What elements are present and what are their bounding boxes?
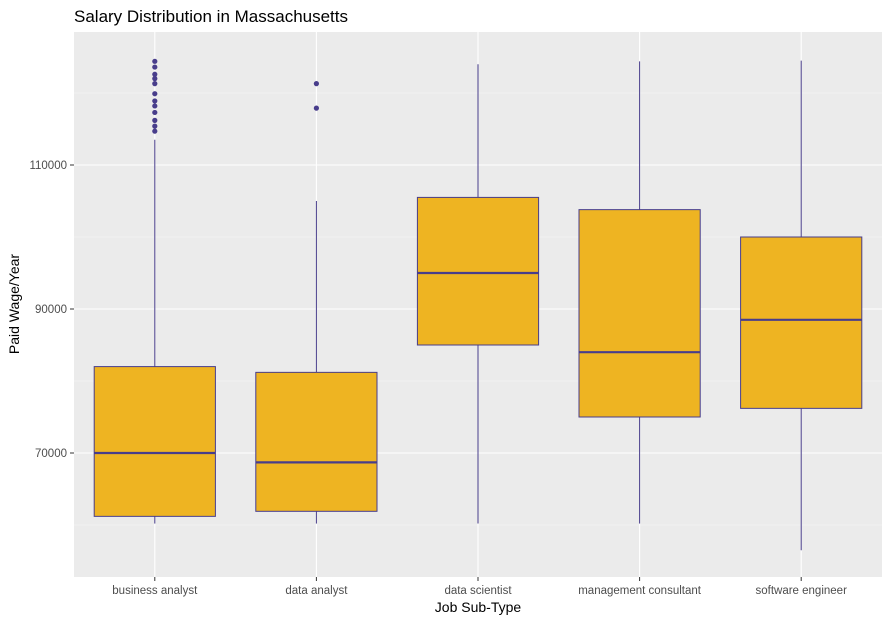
box-management-consultant [578, 61, 701, 524]
outlier-point [152, 98, 158, 104]
outlier-point [152, 103, 158, 109]
y-axis-ticks: 70000 90000 110000 [29, 160, 74, 460]
outlier-point [152, 71, 158, 77]
outlier-point [152, 81, 158, 87]
iqr-box [740, 236, 863, 409]
x-tick-label: data analyst [285, 585, 348, 597]
outlier-point [152, 91, 158, 97]
iqr-box [93, 366, 216, 517]
chart-title: Salary Distribution in Massachusetts [74, 7, 348, 26]
box-business-analyst [93, 58, 216, 524]
x-tick-label: management consultant [578, 585, 702, 597]
y-tick-label: 90000 [35, 304, 67, 316]
outlier-point [152, 64, 158, 70]
x-tick-label: business analyst [112, 585, 198, 597]
outlier-point [152, 128, 158, 134]
outlier-point [313, 105, 319, 111]
y-axis-label: Paid Wage/Year [6, 254, 22, 354]
box-data-analyst [255, 81, 378, 524]
iqr-box [416, 196, 540, 346]
outlier-point [152, 117, 158, 123]
x-axis-ticks: business analyst data analyst data scienti… [112, 577, 847, 597]
iqr-box [578, 209, 701, 418]
outlier-point [152, 123, 158, 129]
outlier-point [152, 58, 158, 64]
x-tick-label: software engineer [755, 585, 847, 597]
x-axis-label: Job Sub-Type [435, 599, 522, 615]
y-tick-label: 70000 [35, 448, 67, 460]
box-software-engineer [740, 60, 863, 551]
y-tick-label: 110000 [29, 160, 67, 172]
box-layer [93, 58, 863, 551]
outlier-point [313, 81, 319, 87]
outlier-point [152, 109, 158, 116]
x-tick-label: data scientist [444, 585, 512, 597]
iqr-box [255, 371, 378, 512]
outlier-point [152, 76, 158, 82]
box-data-scientist [416, 64, 540, 524]
